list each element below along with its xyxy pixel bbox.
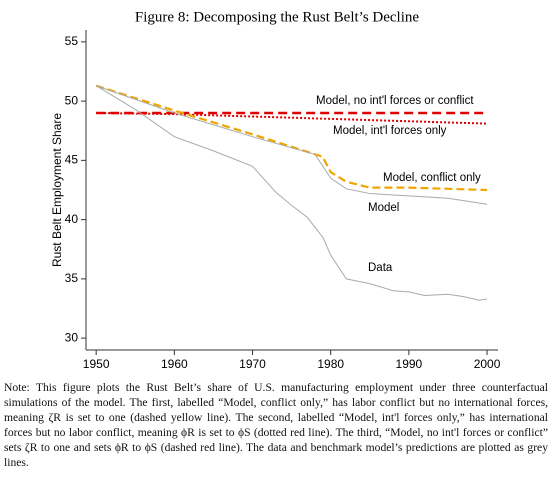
series-label: Model, no int'l forces or conflict: [316, 95, 474, 107]
x-tick-label: 1960: [161, 357, 188, 371]
series-label: Model, conflict only: [383, 172, 481, 184]
note: Note: This figure plots the Rust Belt’s …: [4, 381, 548, 469]
x-tick-label: 1980: [317, 357, 344, 371]
series-label: Data: [368, 262, 393, 274]
x-tick-label: 1970: [239, 357, 266, 371]
y-tick-label: 55: [65, 34, 79, 48]
y-tick-label: 50: [65, 93, 79, 107]
x-tick-label: 1990: [396, 357, 423, 371]
x-tick-label: 2000: [474, 357, 501, 371]
series-line: [96, 111, 488, 125]
chart-title: Figure 8: Decomposing the Rust Belt’s De…: [135, 9, 419, 25]
series-line: [95, 84, 488, 192]
series-line: [95, 85, 488, 205]
series-label: Model, int'l forces only: [333, 125, 447, 137]
series-label: Model: [368, 202, 399, 214]
y-tick-label: 40: [65, 212, 79, 226]
y-tick-label: 30: [65, 330, 79, 344]
x-tick-label: 1950: [83, 357, 110, 371]
series-line: [95, 85, 488, 301]
y-tick-label: 45: [65, 153, 79, 167]
y-axis-label: Rust Belt Employment Share: [50, 113, 64, 267]
y-tick-label: 35: [65, 271, 79, 285]
chart: Figure 8: Decomposing the Rust Belt’s De…: [50, 9, 501, 371]
